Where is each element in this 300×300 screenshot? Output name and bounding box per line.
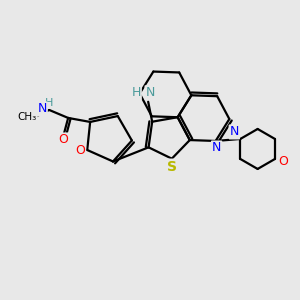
Text: CH₃: CH₃ [17,112,37,122]
Text: S: S [167,160,177,174]
Text: O: O [58,134,68,146]
Text: N: N [230,125,239,139]
Text: O: O [75,143,85,157]
Text: H: H [131,86,141,99]
Text: N: N [146,86,155,99]
Text: N: N [212,142,221,154]
Text: O: O [278,155,288,169]
Text: H: H [45,98,53,108]
Text: N: N [38,102,47,116]
